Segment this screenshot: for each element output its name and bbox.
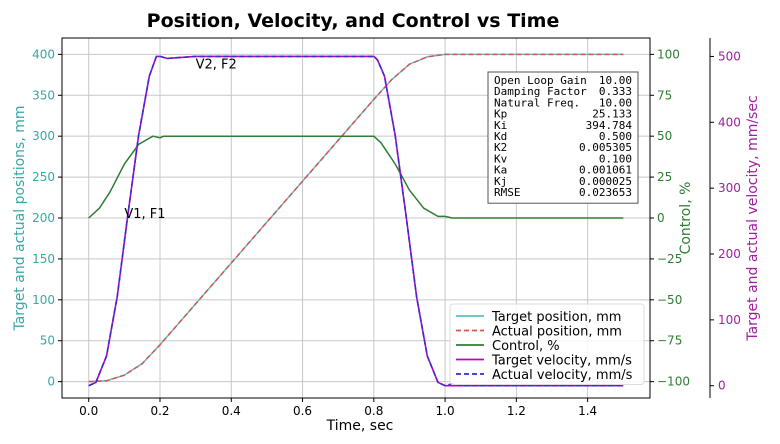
param-value: 0.100 [599, 152, 632, 165]
series-control [88, 135, 624, 219]
x-axis-label: Time, sec [326, 418, 394, 434]
y-control-tick-label: 0 [657, 211, 665, 225]
param-value: 0.005305 [579, 141, 632, 154]
y-control-tick-label: −50 [657, 293, 682, 307]
param-name: RMSE [494, 186, 521, 199]
param-name: Ki [494, 119, 507, 132]
param-name: Ka [494, 164, 507, 177]
x-tick-label: 0.2 [150, 404, 169, 418]
series-actual-position [88, 53, 624, 383]
param-value: 25.133 [592, 108, 632, 121]
y-control-tick-label: 75 [657, 88, 672, 102]
param-value: 0.001061 [579, 164, 632, 177]
x-tick-label: 1.4 [578, 404, 597, 418]
y-control-tick-label: −25 [657, 252, 682, 266]
x-tick-label: 0.8 [364, 404, 383, 418]
y-velocity-tick-label: 500 [718, 49, 741, 63]
x-tick-label: 0.6 [293, 404, 312, 418]
legend-label: Control, % [492, 339, 560, 354]
y-velocity-tick-label: 100 [718, 313, 741, 327]
y-left-tick-label: 350 [32, 88, 55, 102]
x-tick-label: 0.4 [222, 404, 241, 418]
y-left-tick-label: 400 [32, 47, 55, 61]
param-name: Natural Freq. [494, 96, 580, 109]
y-control-tick-label: 100 [657, 47, 680, 61]
legend-frame [449, 303, 645, 385]
param-value: 0.000025 [579, 175, 632, 188]
param-value: 0.023653 [579, 186, 632, 199]
legend-label: Actual position, mm [492, 325, 622, 340]
param-name: Kv [494, 152, 508, 165]
x-tick-label: 1.2 [507, 404, 526, 418]
chart-title: Position, Velocity, and Control vs Time [147, 10, 560, 32]
y-left-tick-label: 0 [47, 375, 55, 389]
legend-label: Actual velocity, mm/s [492, 368, 633, 383]
y-control-tick-label: 50 [657, 129, 672, 143]
param-value: 0.500 [599, 130, 632, 143]
y-left-tick-label: 150 [32, 252, 55, 266]
param-value: 10.00 [599, 96, 632, 109]
annotation-label: V2, F2 [196, 57, 237, 72]
param-name: Damping Factor [494, 85, 587, 98]
x-tick-label: 0.0 [79, 404, 98, 418]
param-value: 0.333 [599, 85, 632, 98]
x-tick-label: 1.0 [436, 404, 455, 418]
y-left-tick-label: 100 [32, 293, 55, 307]
param-name: Kj [494, 175, 507, 188]
y-control-tick-label: 25 [657, 170, 672, 184]
param-name: Open Loop Gain [494, 74, 587, 87]
annotations: V1, F1 V2, F2 [124, 57, 236, 222]
axes: 0.0 0.2 0.4 0.6 0.8 1.0 1.2 1.40501001502002503… [32, 37, 741, 418]
param-name: K2 [494, 141, 507, 154]
y-velocity-tick-label: 300 [718, 181, 741, 195]
param-name: Kp [494, 108, 507, 121]
y-left-tick-label: 250 [32, 170, 55, 184]
series-layer [88, 53, 624, 387]
param-value: 394.784 [586, 119, 633, 132]
y-axis-left-label: Target and actual positions, mm [12, 105, 28, 331]
legend-label: Target position, mm [491, 310, 621, 325]
y-left-tick-label: 300 [32, 129, 55, 143]
annotation-label: V1, F1 [124, 207, 165, 222]
param-name: Kd [494, 130, 507, 143]
y-axis-velocity-label: Target and actual velocity, mm/sec [745, 95, 761, 341]
y-axis-control-label: Control, % [678, 182, 694, 255]
y-left-tick-label: 200 [32, 211, 55, 225]
params-box: Open Loop Gain 10.00 Damping Factor 0.333 Na… [487, 71, 639, 204]
y-velocity-tick-label: 400 [718, 115, 741, 129]
y-left-tick-label: 50 [40, 334, 55, 348]
params-box-frame [487, 71, 639, 204]
param-value: 10.00 [599, 74, 632, 87]
y-velocity-tick-label: 200 [718, 247, 741, 261]
series-actual-velocity [88, 55, 624, 387]
y-velocity-tick-label: 0 [718, 379, 726, 393]
y-control-tick-label: −100 [657, 375, 690, 389]
legend-label: Target velocity, mm/s [491, 354, 632, 369]
y-control-tick-label: −75 [657, 334, 682, 348]
